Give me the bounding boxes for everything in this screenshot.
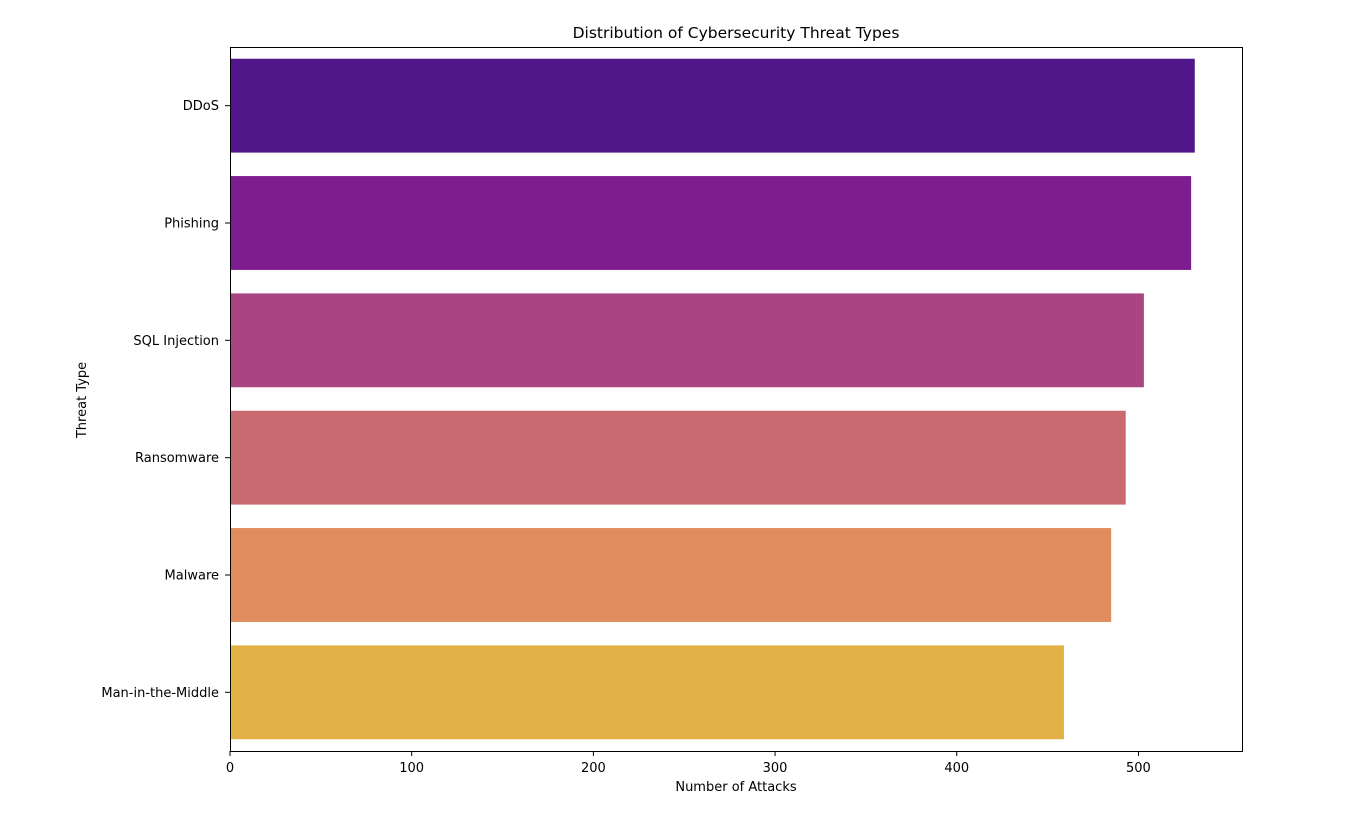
x-tick-label: 100: [399, 761, 424, 776]
x-axis-ticks: 0 100 200 300 400 500: [226, 751, 1151, 776]
x-tick-label: 500: [1126, 761, 1151, 776]
bar-malware: [230, 528, 1112, 622]
bar-man-in-the-middle: [230, 645, 1064, 740]
y-axis-label: Threat Type: [75, 362, 90, 439]
bar-ddos: [230, 58, 1195, 153]
plot-frame: [230, 47, 1243, 752]
y-tick-label: Man-in-the-Middle: [101, 686, 219, 701]
x-tick-label: 0: [226, 761, 234, 776]
y-tick-label: Phishing: [164, 217, 219, 232]
y-axis-ticks: DDoS Phishing SQL Injection Ransomware Malwa…: [101, 99, 230, 701]
bars-layer: [230, 58, 1195, 740]
y-tick-label: DDoS: [183, 99, 219, 114]
bar-phishing: [230, 176, 1192, 270]
y-tick-label: Malware: [165, 569, 219, 584]
x-tick-label: 400: [944, 761, 969, 776]
x-axis-label: Number of Attacks: [675, 780, 797, 795]
y-tick-label: SQL Injection: [133, 334, 219, 349]
chart-title: Distribution of Cybersecurity Threat Typ…: [573, 24, 900, 42]
x-tick-label: 300: [763, 761, 788, 776]
y-tick-label: Ransomware: [135, 451, 219, 466]
x-tick-label: 200: [581, 761, 606, 776]
bar-ransomware: [230, 410, 1126, 505]
bar-sql-injection: [230, 293, 1144, 388]
